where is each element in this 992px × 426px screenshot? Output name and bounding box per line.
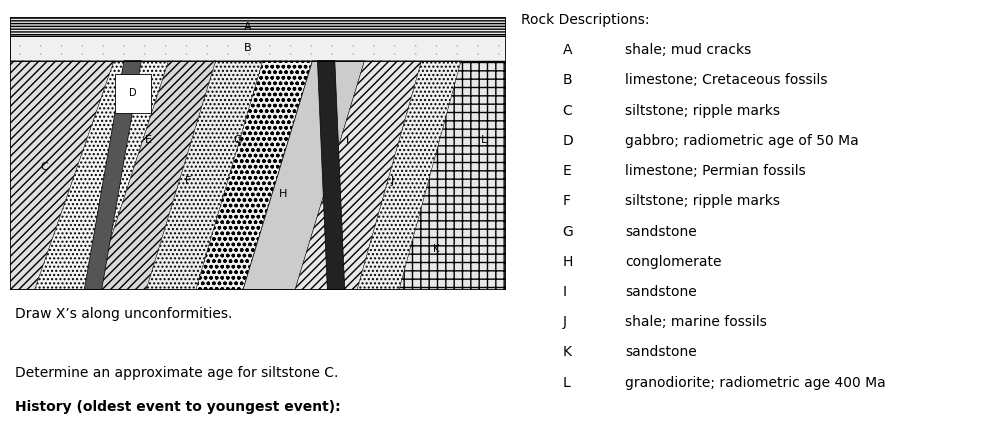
Text: sandstone: sandstone: [625, 285, 696, 299]
Text: H: H: [562, 255, 572, 269]
Text: A: A: [562, 43, 572, 57]
Text: K: K: [562, 345, 571, 360]
Text: C: C: [562, 104, 572, 118]
Polygon shape: [10, 17, 506, 36]
Text: sandstone: sandstone: [625, 345, 696, 360]
Text: siltstone; ripple marks: siltstone; ripple marks: [625, 194, 780, 208]
Polygon shape: [357, 60, 461, 290]
Polygon shape: [10, 60, 114, 290]
Polygon shape: [296, 60, 422, 290]
Text: granodiorite; radiometric age 400 Ma: granodiorite; radiometric age 400 Ma: [625, 376, 886, 390]
Text: L: L: [480, 135, 487, 145]
Text: B: B: [562, 73, 572, 87]
Text: J: J: [390, 176, 394, 186]
Text: Draw X’s along unconformities.: Draw X’s along unconformities.: [15, 307, 232, 321]
Text: D: D: [562, 134, 573, 148]
Text: G: G: [234, 135, 242, 145]
Text: E: E: [562, 164, 571, 178]
Polygon shape: [35, 60, 169, 290]
Text: K: K: [434, 244, 439, 254]
Text: Rock Descriptions:: Rock Descriptions:: [521, 13, 650, 27]
Text: C: C: [41, 162, 49, 172]
Text: sandstone: sandstone: [625, 225, 696, 239]
Text: H: H: [279, 189, 287, 199]
Polygon shape: [195, 60, 312, 290]
Polygon shape: [84, 60, 141, 290]
Polygon shape: [399, 60, 506, 290]
Polygon shape: [243, 60, 365, 290]
Polygon shape: [147, 60, 263, 290]
Text: A: A: [244, 22, 252, 32]
Text: J: J: [562, 315, 566, 329]
Polygon shape: [94, 60, 216, 290]
Polygon shape: [10, 36, 506, 60]
Text: B: B: [244, 43, 252, 53]
Polygon shape: [317, 60, 345, 290]
Text: L: L: [562, 376, 570, 390]
Text: G: G: [562, 225, 573, 239]
Text: siltstone; ripple marks: siltstone; ripple marks: [625, 104, 780, 118]
Text: F: F: [186, 176, 191, 186]
Text: limestone; Cretaceous fossils: limestone; Cretaceous fossils: [625, 73, 827, 87]
Text: shale; mud cracks: shale; mud cracks: [625, 43, 751, 57]
Text: I: I: [345, 135, 349, 145]
Text: Determine an approximate age for siltstone C.: Determine an approximate age for siltsto…: [15, 366, 338, 380]
Text: shale; marine fossils: shale; marine fossils: [625, 315, 767, 329]
Text: History (oldest event to youngest event):: History (oldest event to youngest event)…: [15, 400, 340, 414]
Text: F: F: [562, 194, 570, 208]
Text: D: D: [129, 88, 137, 98]
Text: E: E: [145, 135, 153, 145]
Text: gabbro; radiometric age of 50 Ma: gabbro; radiometric age of 50 Ma: [625, 134, 859, 148]
Text: limestone; Permian fossils: limestone; Permian fossils: [625, 164, 806, 178]
Text: conglomerate: conglomerate: [625, 255, 721, 269]
Text: I: I: [562, 285, 566, 299]
